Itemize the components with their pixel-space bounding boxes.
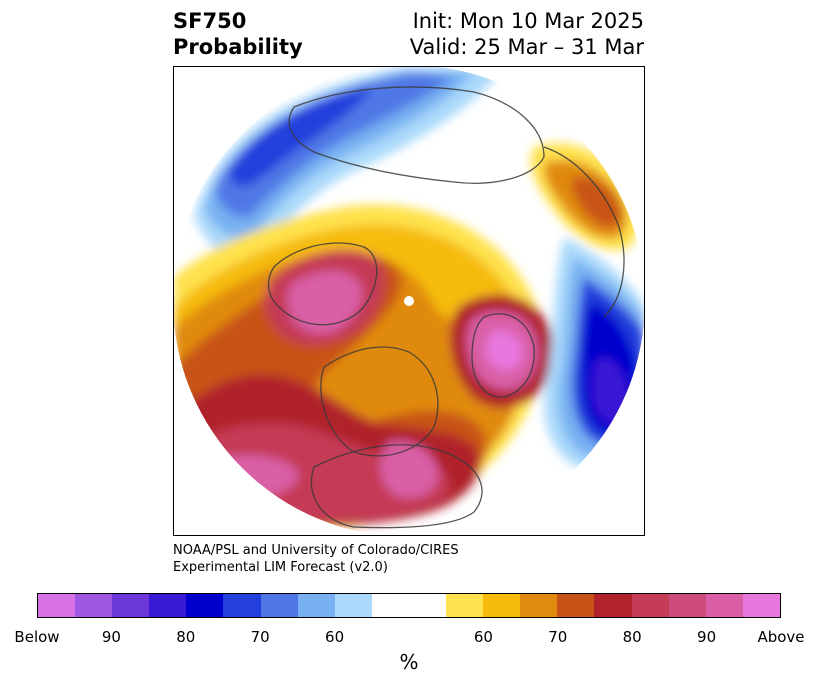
colorbar-segment	[371, 594, 409, 617]
region-europe-90	[571, 176, 621, 228]
canada-outline	[320, 346, 439, 457]
forecast-dates: Init: Mon 10 Mar 2025 Valid: 25 Mar – 31…	[410, 8, 644, 60]
colorbar-segment	[149, 594, 187, 617]
colorbar-tick-label: Below	[14, 628, 60, 646]
colorbar-segment	[112, 594, 150, 617]
colorbar-segment	[260, 594, 298, 617]
north-america-outline	[310, 444, 483, 529]
colorbar-segment	[75, 594, 113, 617]
colorbar-tick-label: 80	[622, 628, 642, 646]
colorbar-segment	[186, 594, 224, 617]
valid-date: Valid: 25 Mar – 31 Mar	[409, 35, 644, 59]
colorbar-segment	[446, 594, 484, 617]
colorbar-tick-label: 80	[176, 628, 196, 646]
colorbar-segment	[520, 594, 558, 617]
credit-line-1: NOAA/PSL and University of Colorado/CIRE…	[173, 543, 459, 558]
north-pole-marker	[404, 296, 414, 306]
colorbar-segment	[483, 594, 521, 617]
region-pacific-70	[204, 72, 474, 239]
colorbar-segment	[668, 594, 706, 617]
colorbar-tick-label: 70	[548, 628, 568, 646]
colorbar-segment	[38, 594, 76, 617]
region-atlantic-max	[592, 357, 629, 422]
colorbar-segment	[594, 594, 632, 617]
colorbar-segment	[631, 594, 669, 617]
region-central-us-max	[380, 441, 439, 499]
region-siberia-max	[287, 270, 363, 335]
alaska-outline	[267, 242, 378, 326]
colorbar-segment	[334, 594, 372, 617]
greenland-outline	[471, 313, 535, 398]
colorbar-segment	[557, 594, 595, 617]
colorbar	[37, 593, 781, 618]
coastlines	[267, 86, 625, 529]
map-panel	[173, 66, 645, 536]
colorbar-segment	[297, 594, 335, 617]
colorbar-tick-label: 60	[325, 628, 345, 646]
variable-subtitle: Probability	[173, 35, 303, 59]
colorbar-tick-label: 90	[697, 628, 717, 646]
polar-map	[174, 67, 644, 535]
region-pacific-80	[214, 72, 454, 217]
credit-line-2: Experimental LIM Forecast (v2.0)	[173, 560, 388, 575]
colorbar-segment	[408, 594, 447, 617]
colorbar-tick-label: 60	[473, 628, 493, 646]
region-greenland-max	[485, 330, 523, 371]
colorbar-segment	[223, 594, 261, 617]
chart-title: SF750 Probability	[173, 8, 303, 60]
region-aleutian-90	[229, 87, 374, 187]
eurasia-outline	[288, 86, 545, 184]
colorbar-tick-label: Above	[757, 628, 805, 646]
colorbar-segment	[742, 594, 780, 617]
europe-outline	[543, 146, 625, 318]
colorbar-tick-label: 70	[250, 628, 270, 646]
colorbar-segment	[705, 594, 743, 617]
colorbar-unit: %	[399, 650, 419, 674]
init-date: Init: Mon 10 Mar 2025	[412, 9, 644, 33]
variable-title: SF750	[173, 9, 247, 33]
colorbar-tick-label: 90	[101, 628, 121, 646]
credit-text: NOAA/PSL and University of Colorado/CIRE…	[173, 542, 459, 576]
